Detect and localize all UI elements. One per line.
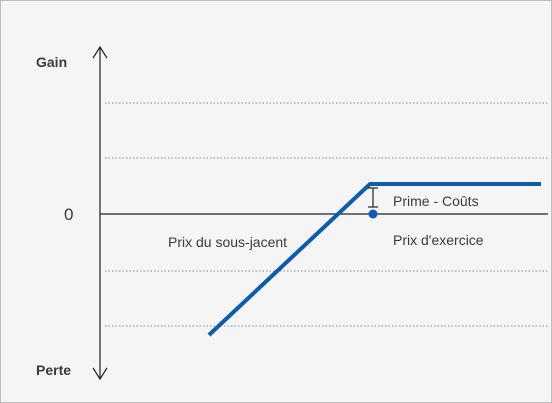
gridlines: [105, 102, 548, 327]
arrow-up-icon: [92, 45, 108, 59]
strike-price-marker: [368, 209, 378, 219]
underlying-price-label: Prix du sous-jacent: [168, 234, 287, 250]
payoff-line: [207, 182, 541, 337]
strike-price-label: Prix d'exercice: [393, 232, 484, 248]
gain-label: Gain: [36, 54, 67, 70]
zero-label: 0: [64, 205, 73, 224]
loss-label: Perte: [36, 362, 71, 378]
arrow-down-icon: [92, 367, 108, 381]
vertical-axis: [92, 45, 108, 381]
premium-costs-label: Prime - Coûts: [393, 193, 479, 209]
premium-bracket-icon: [368, 187, 378, 208]
